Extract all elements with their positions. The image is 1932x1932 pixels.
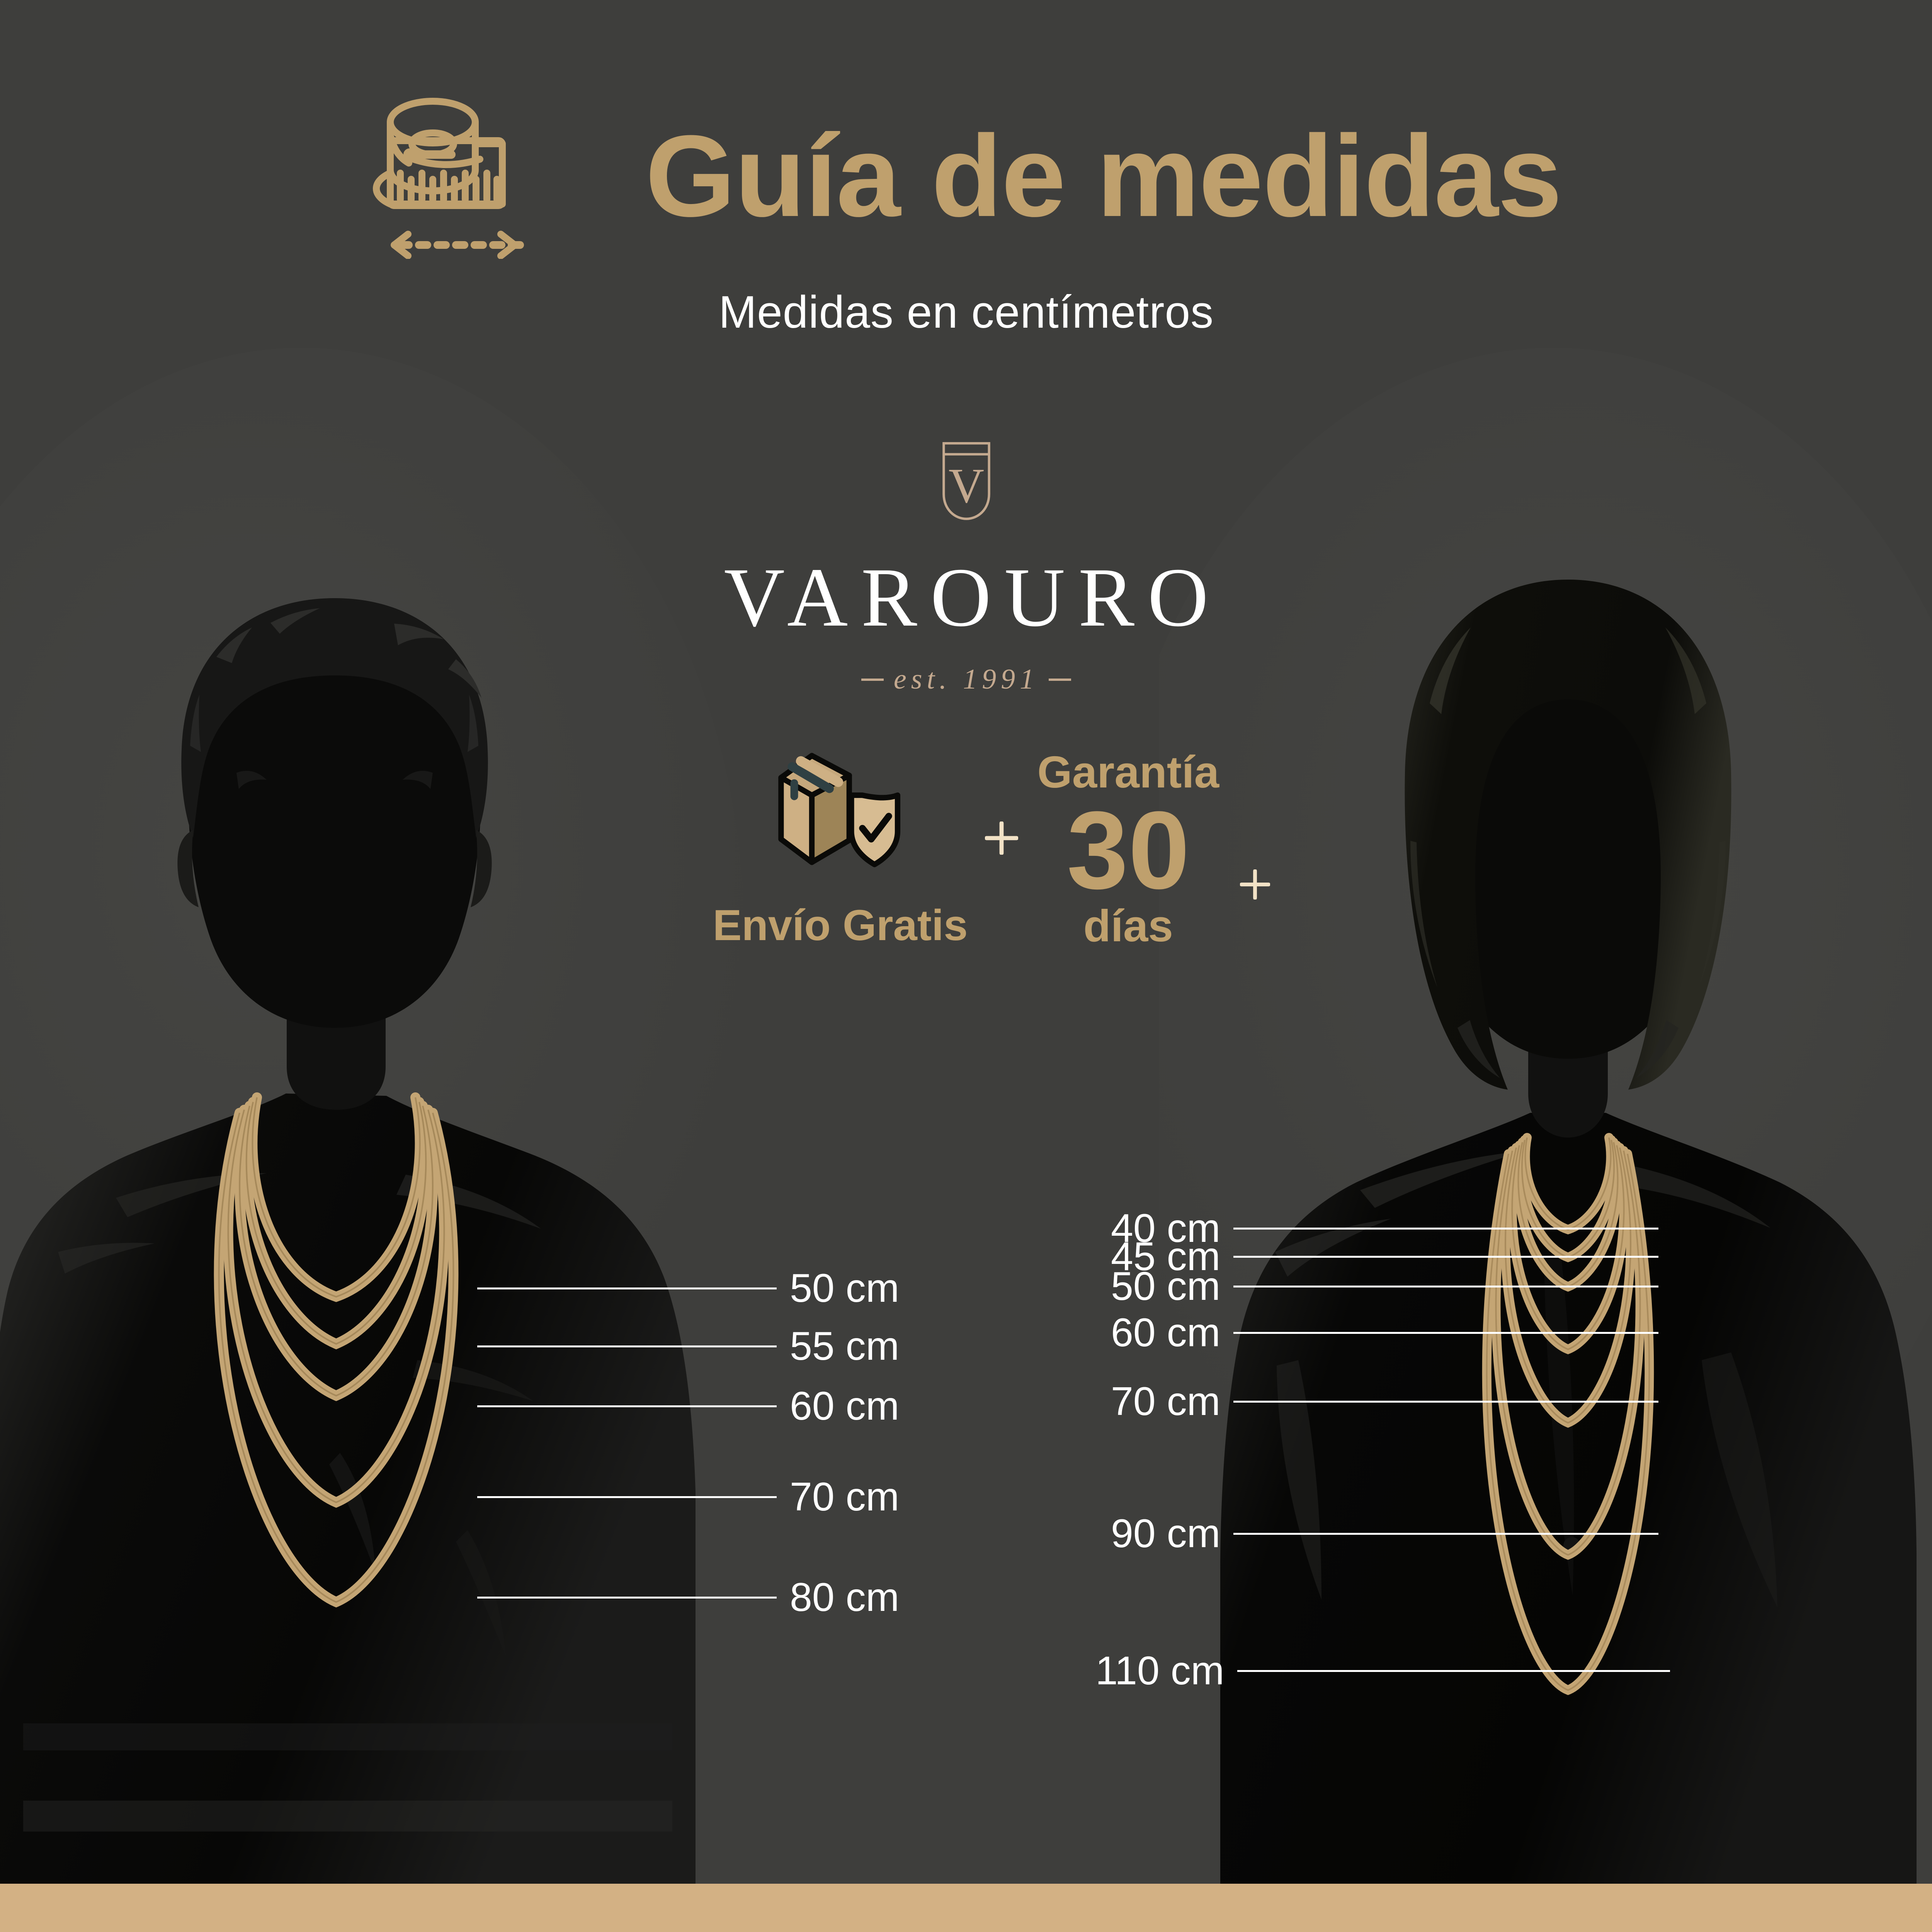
leader-line — [477, 1496, 777, 1498]
measure-row-female-60: 60 cm — [1111, 1310, 1659, 1356]
svg-text:V: V — [948, 458, 984, 513]
brand-name: VAROURO — [724, 551, 1222, 644]
dash-left-icon — [861, 678, 884, 681]
measure-label: 40 cm — [1111, 1206, 1221, 1251]
measure-row-male-80: 80 cm — [477, 1575, 899, 1621]
measure-row-female-110: 110 cm — [1095, 1648, 1670, 1694]
measure-row-female-90: 90 cm — [1111, 1511, 1659, 1557]
leader-line — [1233, 1332, 1659, 1334]
brand-established: est. 1991 — [861, 663, 1071, 696]
leader-line — [1237, 1670, 1670, 1672]
measure-label: 110 cm — [1095, 1648, 1225, 1693]
warranty-number: 30 — [1066, 788, 1190, 912]
footer-accent-bar — [0, 1884, 1932, 1932]
leader-line — [1233, 1256, 1659, 1258]
measure-label: 60 cm — [1111, 1310, 1221, 1355]
leader-line — [1233, 1286, 1659, 1287]
brand-lockup: V VAROURO est. 1991 — [0, 440, 1932, 696]
free-shipping-label: Envío Gratis — [713, 901, 968, 949]
measure-label: 70 cm — [1111, 1379, 1221, 1424]
measure-row-female-40: 40 cm — [1111, 1206, 1659, 1252]
dash-right-icon — [1049, 678, 1071, 681]
sparkle-icon — [1240, 869, 1270, 900]
measure-label: 50 cm — [790, 1266, 900, 1311]
measure-label: 50 cm — [1111, 1264, 1221, 1309]
badge-warranty: Garantía 30 días — [985, 746, 1270, 951]
measure-row-female-45: 45 cm — [1111, 1234, 1659, 1280]
measure-row-male-60: 60 cm — [477, 1383, 899, 1429]
measure-row-male-50: 50 cm — [477, 1265, 899, 1311]
brand-established-text: est. 1991 — [893, 663, 1039, 695]
leader-line — [1233, 1401, 1659, 1403]
page-title: Guía de medidas — [645, 111, 1562, 241]
page-subtitle: Medidas en centímetros — [718, 287, 1214, 338]
page-header: Guía de medidas Medidas en centímetros — [0, 93, 1932, 338]
leader-line — [477, 1597, 777, 1599]
measuring-tape-icon — [373, 98, 525, 259]
leader-line — [477, 1405, 777, 1407]
measure-label: 70 cm — [790, 1475, 900, 1519]
brand-crest-icon: V — [942, 442, 990, 520]
leader-line — [477, 1287, 777, 1289]
measure-label: 55 cm — [790, 1324, 900, 1369]
measure-row-male-55: 55 cm — [477, 1323, 899, 1369]
measure-label: 60 cm — [790, 1384, 900, 1429]
trust-badges: Envío Gratis Garantía 30 días — [603, 746, 1329, 993]
warranty-unit: días — [1083, 900, 1173, 951]
measure-label: 80 cm — [790, 1575, 900, 1620]
measure-label: 45 cm — [1111, 1234, 1221, 1279]
measure-row-male-70: 70 cm — [477, 1474, 899, 1520]
measure-label: 90 cm — [1111, 1511, 1221, 1556]
leader-line — [1233, 1533, 1659, 1535]
badge-free-shipping: Envío Gratis — [713, 746, 968, 950]
warranty-title: Garantía — [1037, 747, 1219, 797]
measure-row-female-50: 50 cm — [1111, 1264, 1659, 1310]
measure-row-female-70: 70 cm — [1111, 1379, 1659, 1425]
leader-line — [477, 1345, 777, 1347]
header-row: Guía de medidas — [371, 93, 1562, 259]
shipping-box-shield-icon — [778, 753, 900, 867]
sparkle-icon — [985, 821, 1018, 855]
leader-line — [1233, 1228, 1659, 1230]
